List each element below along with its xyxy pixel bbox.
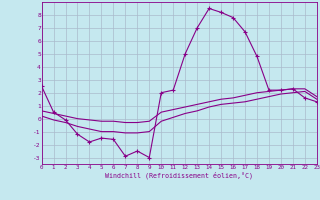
X-axis label: Windchill (Refroidissement éolien,°C): Windchill (Refroidissement éolien,°C) [105,171,253,179]
